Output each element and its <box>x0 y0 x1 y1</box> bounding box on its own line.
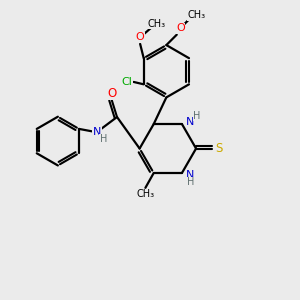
Text: CH₃: CH₃ <box>187 11 205 20</box>
Text: H: H <box>193 111 200 121</box>
Text: O: O <box>176 23 185 33</box>
Text: H: H <box>100 134 107 144</box>
Text: N: N <box>186 170 194 180</box>
Text: N: N <box>186 117 194 127</box>
Text: CH₃: CH₃ <box>136 189 155 200</box>
Text: O: O <box>107 87 116 100</box>
Text: Cl: Cl <box>121 77 132 87</box>
Text: H: H <box>187 178 195 188</box>
Text: S: S <box>216 142 223 155</box>
Text: O: O <box>136 32 145 42</box>
Text: CH₃: CH₃ <box>147 19 166 29</box>
Text: N: N <box>93 128 101 137</box>
